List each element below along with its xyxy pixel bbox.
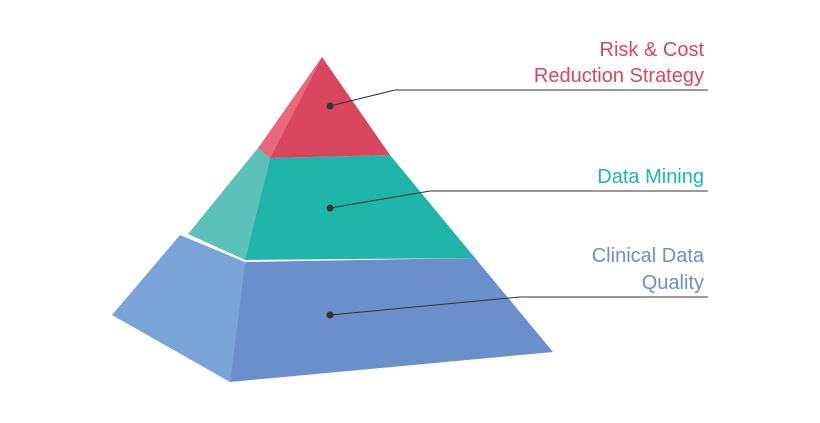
leader-dot [326, 102, 334, 110]
tier-label: Clinical Data [592, 245, 705, 267]
tier-label: Quality [642, 272, 704, 294]
leader-dot [326, 204, 334, 212]
tier-side [112, 235, 245, 382]
leader-line [329, 89, 708, 107]
tier-label: Reduction Strategy [534, 65, 704, 87]
leader-line [329, 190, 708, 209]
tier-label: Risk & Cost [600, 39, 705, 61]
tier-side [258, 57, 322, 158]
leader-dot [326, 311, 334, 319]
tier-side [188, 148, 270, 260]
tier-front [230, 258, 553, 382]
tier-front [245, 155, 475, 260]
leader-line [329, 296, 708, 316]
tier-label: Data Mining [597, 166, 704, 188]
